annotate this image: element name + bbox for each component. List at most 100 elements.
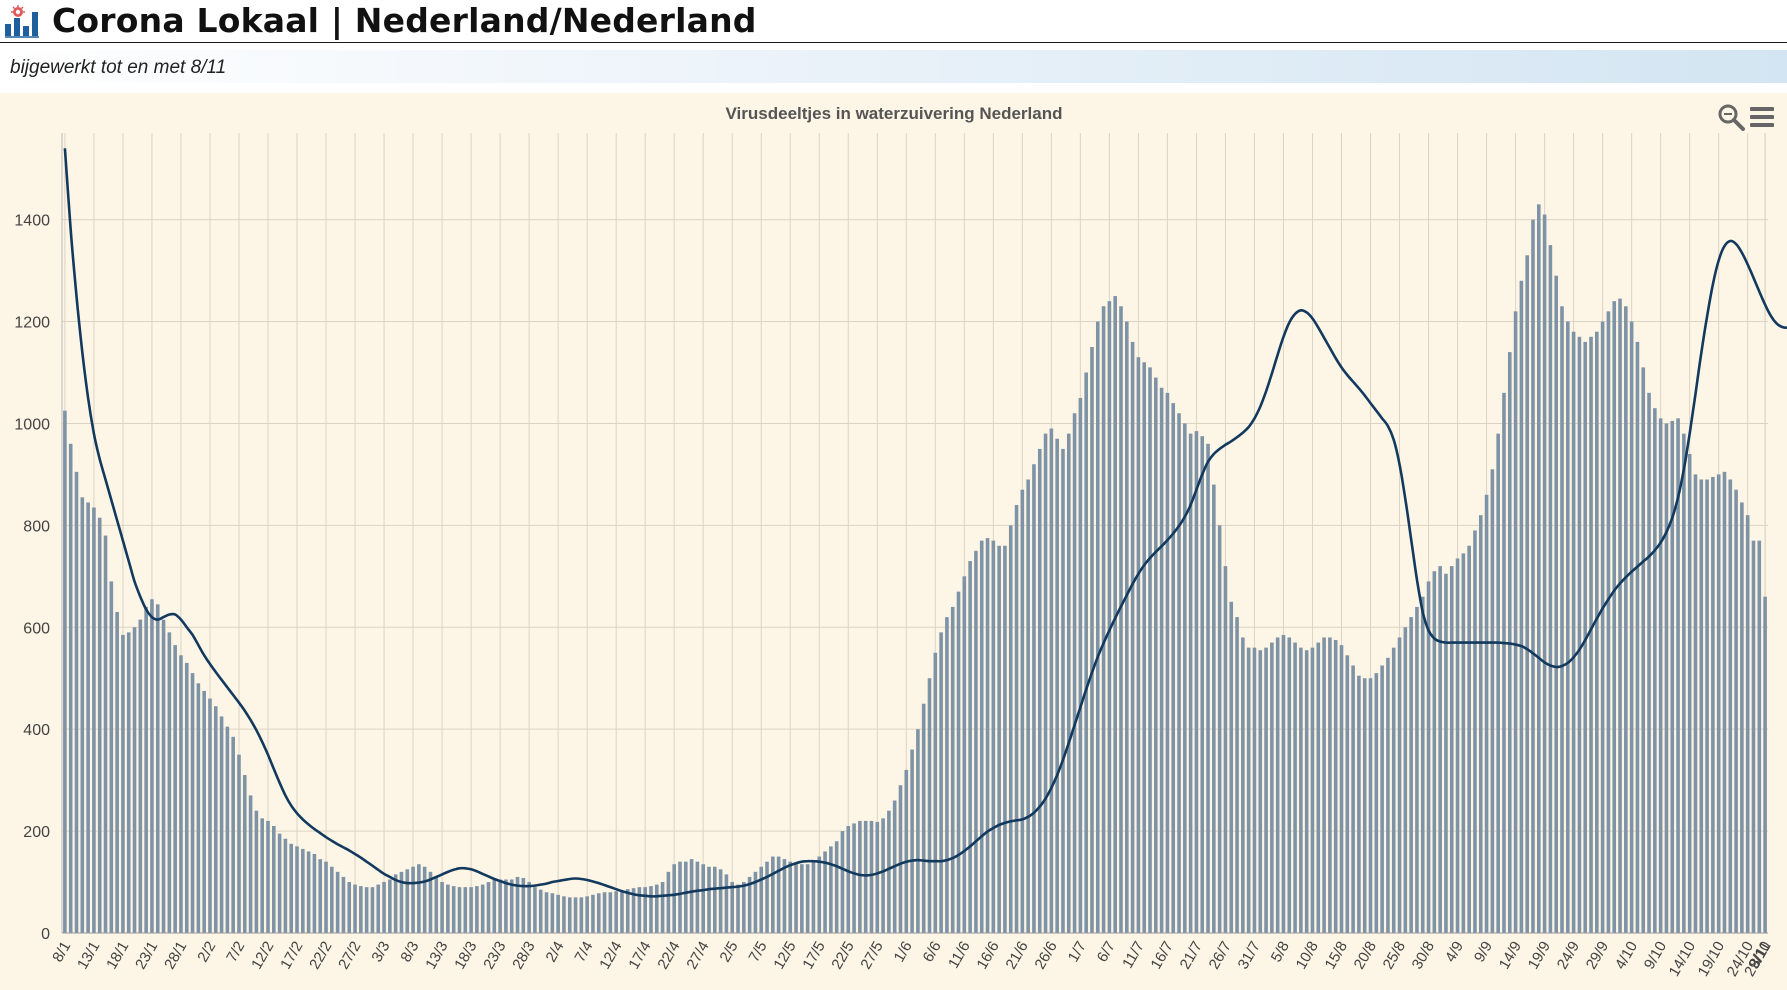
bar[interactable] (608, 892, 613, 933)
bar[interactable] (1258, 650, 1263, 933)
bar[interactable] (1618, 298, 1622, 933)
bar[interactable] (521, 877, 526, 933)
bar[interactable] (707, 866, 711, 933)
bar[interactable] (921, 703, 926, 933)
bar[interactable] (1345, 655, 1350, 933)
bar[interactable] (794, 862, 798, 933)
bar[interactable] (1438, 566, 1442, 933)
bar[interactable] (1502, 392, 1506, 933)
bar[interactable] (225, 726, 230, 933)
bar[interactable] (364, 887, 369, 933)
bar[interactable] (782, 859, 787, 933)
bar[interactable] (579, 897, 584, 933)
bar[interactable] (1188, 433, 1193, 933)
bar[interactable] (805, 864, 810, 933)
bar[interactable] (742, 882, 746, 933)
bar[interactable] (492, 879, 497, 933)
bar[interactable] (637, 887, 642, 933)
bar[interactable] (1194, 431, 1199, 933)
bar[interactable] (1716, 474, 1721, 933)
bar[interactable] (126, 632, 131, 933)
bar[interactable] (1449, 566, 1454, 933)
bar[interactable] (1281, 634, 1286, 933)
bar[interactable] (1571, 331, 1576, 933)
bar[interactable] (962, 576, 967, 933)
bar[interactable] (1658, 418, 1663, 933)
bar[interactable] (1264, 647, 1268, 933)
bar[interactable] (1014, 504, 1019, 933)
bar[interactable] (1484, 494, 1489, 933)
bar[interactable] (115, 611, 119, 933)
bar[interactable] (370, 887, 375, 933)
bar[interactable] (475, 886, 479, 933)
bar[interactable] (1357, 675, 1361, 933)
bar[interactable] (1728, 479, 1733, 933)
bar[interactable] (1328, 637, 1332, 933)
bar[interactable] (660, 882, 665, 933)
bar[interactable] (887, 810, 891, 933)
bar[interactable] (596, 893, 601, 933)
bar[interactable] (800, 864, 804, 933)
bar[interactable] (1513, 311, 1518, 933)
bar[interactable] (1026, 479, 1030, 933)
bar[interactable] (1467, 545, 1471, 933)
bar[interactable] (672, 864, 676, 933)
bar[interactable] (556, 894, 560, 933)
bar[interactable] (811, 861, 816, 933)
bar[interactable] (440, 882, 444, 933)
bar[interactable] (1386, 657, 1390, 933)
bar[interactable] (875, 821, 880, 933)
bar[interactable] (393, 874, 398, 933)
bar[interactable] (196, 683, 201, 933)
bar[interactable] (434, 876, 439, 933)
bar[interactable] (945, 617, 949, 933)
bar[interactable] (1072, 413, 1077, 934)
bar[interactable] (643, 887, 647, 933)
bar[interactable] (1566, 321, 1570, 933)
bar[interactable] (910, 749, 914, 933)
bar[interactable] (422, 866, 427, 933)
bar[interactable] (498, 879, 502, 933)
bar[interactable] (324, 861, 328, 933)
bar[interactable] (1119, 306, 1123, 933)
bar[interactable] (1148, 367, 1152, 933)
bar[interactable] (550, 893, 555, 933)
bar[interactable] (649, 886, 653, 933)
bar[interactable] (1107, 301, 1112, 934)
bar[interactable] (562, 896, 566, 933)
bar[interactable] (1606, 311, 1611, 933)
bar[interactable] (347, 882, 352, 933)
bar[interactable] (654, 884, 659, 933)
bar[interactable] (1165, 392, 1170, 933)
bar[interactable] (1043, 433, 1048, 933)
bar[interactable] (1560, 306, 1564, 933)
bar[interactable] (184, 662, 189, 933)
bar[interactable] (411, 866, 415, 933)
bar[interactable] (509, 879, 514, 933)
bar[interactable] (701, 864, 705, 933)
bar[interactable] (1682, 433, 1686, 933)
bar[interactable] (1496, 433, 1500, 933)
bar[interactable] (1136, 357, 1141, 933)
bar[interactable] (730, 882, 735, 933)
bar[interactable] (1444, 573, 1448, 933)
bar[interactable] (1629, 321, 1634, 933)
bar[interactable] (335, 871, 340, 933)
bar[interactable] (277, 833, 282, 933)
bar[interactable] (1101, 306, 1106, 933)
bar[interactable] (295, 846, 299, 933)
bar[interactable] (63, 410, 67, 933)
bar[interactable] (1536, 204, 1541, 933)
bar[interactable] (689, 859, 694, 933)
bar[interactable] (788, 861, 793, 933)
bar[interactable] (1478, 515, 1483, 933)
bar[interactable] (997, 545, 1001, 933)
bar[interactable] (631, 888, 636, 933)
bar[interactable] (1397, 637, 1402, 933)
bar[interactable] (167, 632, 172, 933)
zoom-icon[interactable] (1716, 102, 1746, 132)
bar[interactable] (1293, 642, 1297, 933)
bar[interactable] (1159, 387, 1164, 933)
bar[interactable] (1699, 479, 1704, 933)
bar[interactable] (950, 606, 955, 933)
